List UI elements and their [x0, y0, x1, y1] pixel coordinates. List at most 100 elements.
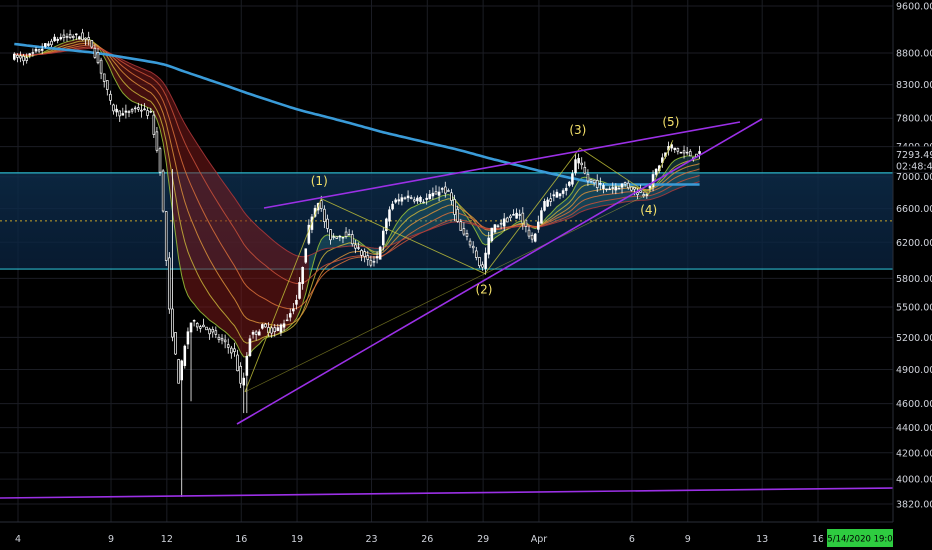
x-tick-label: 13	[756, 534, 768, 545]
candle-down	[205, 326, 208, 331]
candle-up	[416, 197, 419, 202]
x-tick-label: 9	[108, 534, 114, 545]
candle-down	[146, 110, 149, 116]
x-tick-label: Apr	[531, 534, 548, 545]
candle-down	[530, 234, 534, 240]
candle-down	[270, 327, 273, 334]
candle-up	[533, 233, 537, 242]
candle-down	[444, 186, 447, 194]
candle-up	[679, 151, 683, 154]
candle-down	[688, 151, 692, 157]
candle-up	[34, 48, 38, 52]
ribbon-ma-line	[14, 38, 700, 358]
candle-up	[437, 191, 441, 196]
candle-down	[233, 348, 236, 352]
x-tick-label: 26	[421, 534, 433, 545]
candle-down	[130, 109, 134, 112]
candle-up	[78, 36, 81, 40]
wave-label: (3)	[569, 123, 586, 137]
candle-down	[171, 308, 174, 338]
candle-down	[199, 326, 202, 329]
candle-up	[648, 185, 652, 189]
candle-down	[332, 236, 335, 238]
ribbon-ma-line	[14, 47, 700, 258]
candle-down	[217, 336, 221, 340]
candle-up	[261, 324, 264, 329]
y-tick-label: 7800.00	[896, 114, 932, 125]
candle-down	[239, 365, 242, 384]
lower-wedge-trendline[interactable]	[236, 118, 763, 425]
candle-up	[295, 299, 298, 305]
wave-label: (5)	[662, 115, 679, 129]
candle-up	[555, 191, 559, 198]
candle-down	[630, 186, 633, 191]
candle-up	[282, 323, 286, 328]
y-tick-label: 8800.00	[896, 49, 932, 60]
ribbon-ma-line	[14, 46, 700, 284]
ribbon-fill-bullish	[308, 155, 700, 281]
candle-up	[651, 174, 655, 187]
candle-down	[595, 180, 599, 189]
candle-down	[161, 170, 165, 212]
y-tick-label: 6600.00	[896, 204, 932, 215]
candle-up	[115, 108, 118, 113]
candle-down	[19, 55, 22, 59]
upper-wedge-trendline[interactable]	[263, 121, 741, 209]
candle-down	[96, 52, 100, 64]
x-tick-label: 12	[161, 534, 173, 545]
candle-up	[552, 194, 556, 197]
y-tick-label: 8300.00	[896, 80, 932, 91]
candle-down	[372, 261, 376, 263]
candle-down	[16, 55, 19, 58]
candle-down	[177, 359, 180, 384]
candle-down	[37, 49, 41, 52]
candle-up	[608, 188, 611, 191]
candle-down	[347, 233, 351, 236]
candle-down	[471, 245, 475, 249]
x-axis-panel	[0, 522, 932, 550]
candle-up	[28, 53, 32, 56]
candle-down	[354, 244, 357, 249]
candle-up	[189, 322, 193, 333]
candle-up	[186, 331, 190, 345]
y-tick-label: 4000.00	[896, 475, 932, 486]
x-tick-label: 4	[15, 534, 21, 545]
ribbon-ma-line	[14, 42, 700, 326]
candle-up	[428, 194, 432, 200]
long-term-trendline[interactable]	[0, 487, 894, 499]
wave-label: (1)	[311, 174, 328, 188]
candle-down	[109, 93, 112, 101]
candle-up	[301, 266, 304, 284]
candle-down	[164, 211, 168, 261]
candle-down	[583, 166, 587, 174]
ribbon-fill-bearish	[14, 38, 309, 357]
x-tick-label: 9	[685, 534, 691, 545]
candle-down	[589, 178, 593, 182]
candle-down	[475, 250, 478, 258]
candle-down	[214, 330, 218, 335]
candle-up	[192, 320, 196, 322]
x-tick-label: 16	[812, 534, 824, 545]
wave-label: (4)	[640, 203, 657, 217]
candle-down	[506, 217, 509, 223]
candle-down	[682, 150, 686, 154]
candle-up	[487, 237, 490, 255]
candle-down	[366, 255, 370, 260]
candle-up	[292, 308, 295, 312]
candle-up	[183, 345, 187, 366]
candle-down	[626, 182, 630, 189]
candle-up	[571, 173, 574, 185]
candle-down	[174, 332, 177, 355]
candle-up	[378, 246, 382, 260]
candle-down	[521, 212, 525, 224]
candle-down	[143, 108, 146, 111]
candle-up	[276, 327, 280, 331]
wave-baseline	[244, 193, 649, 393]
candle-up	[12, 53, 16, 60]
candle-up	[568, 181, 571, 186]
candle-up	[515, 212, 518, 219]
candle-down	[636, 192, 639, 195]
candle-down	[499, 222, 503, 225]
candle-up	[400, 197, 404, 202]
